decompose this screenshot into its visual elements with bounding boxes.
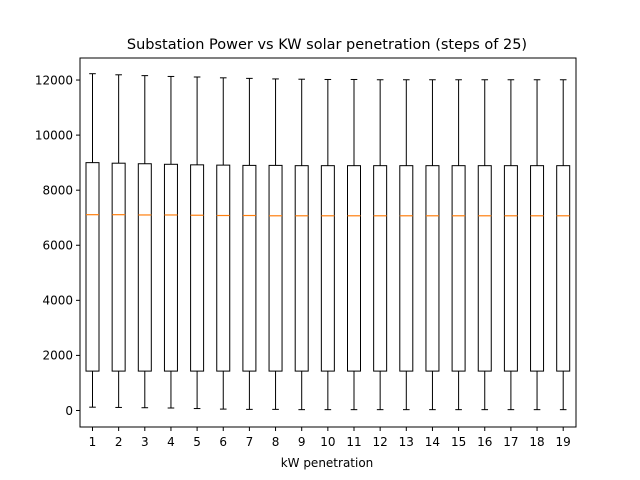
plot-area — [85, 73, 571, 411]
x-tick-label: 17 — [503, 435, 518, 449]
box-group-18 — [530, 79, 545, 411]
x-tick-label: 1 — [89, 435, 97, 449]
x-tick-label: 9 — [298, 435, 306, 449]
box-iqr — [373, 165, 388, 372]
x-tick-label: 14 — [425, 435, 440, 449]
box-group-12 — [373, 79, 388, 411]
y-tick-label: 2000 — [42, 349, 73, 363]
box-iqr — [242, 164, 257, 372]
box-group-5 — [190, 76, 205, 410]
x-axis: 1 2 3 4 5 6 7 8 9 10 11 12 13 14 15 16 17 18 19 — [89, 427, 571, 449]
x-tick-label: 8 — [272, 435, 280, 449]
box-iqr — [477, 165, 492, 372]
box-iqr — [294, 165, 309, 372]
box-iqr — [530, 165, 545, 372]
box-iqr — [163, 163, 178, 372]
chart-title: Substation Power vs KW solar penetration… — [127, 37, 527, 53]
box-group-8 — [268, 78, 283, 410]
x-tick-label: 5 — [193, 435, 201, 449]
x-tick-label: 7 — [246, 435, 254, 449]
y-tick-label: 12000 — [35, 73, 73, 87]
box-iqr — [399, 165, 414, 372]
x-tick-label: 15 — [451, 435, 466, 449]
y-tick-label: 6000 — [42, 239, 73, 253]
box-iqr — [216, 164, 231, 372]
y-tick-label: 8000 — [42, 183, 73, 197]
x-tick-label: 4 — [167, 435, 175, 449]
y-axis: 0 2000 4000 6000 8000 10000 12000 — [35, 73, 80, 418]
box-group-19 — [556, 79, 571, 411]
box-iqr — [85, 162, 100, 372]
box-group-10 — [320, 78, 335, 411]
box-group-4 — [163, 75, 178, 409]
x-tick-label: 2 — [115, 435, 123, 449]
x-tick-label: 6 — [219, 435, 227, 449]
y-tick-label: 0 — [65, 404, 73, 418]
box-group-13 — [399, 79, 414, 411]
x-tick-label: 16 — [477, 435, 492, 449]
box-group-7 — [242, 77, 257, 410]
box-iqr — [556, 165, 571, 372]
box-iqr — [190, 164, 205, 372]
box-iqr — [137, 163, 152, 372]
x-tick-label: 3 — [141, 435, 149, 449]
box-group-14 — [425, 79, 440, 411]
y-tick-label: 10000 — [35, 128, 73, 142]
box-group-16 — [477, 79, 492, 411]
box-iqr — [347, 165, 361, 372]
x-tick-label: 10 — [320, 435, 335, 449]
box-iqr — [451, 165, 466, 372]
box-group-9 — [294, 78, 309, 411]
box-group-6 — [216, 77, 231, 410]
x-axis-label: kW penetration — [281, 456, 374, 470]
x-tick-label: 13 — [399, 435, 414, 449]
x-tick-label: 11 — [346, 435, 361, 449]
box-group-15 — [451, 79, 466, 411]
box-group-3 — [137, 75, 152, 409]
box-iqr — [268, 164, 283, 372]
box-iqr — [320, 165, 335, 372]
box-iqr — [111, 162, 126, 372]
box-group-11 — [347, 78, 361, 411]
box-iqr — [425, 165, 440, 372]
x-tick-label: 18 — [529, 435, 544, 449]
box-group-2 — [111, 74, 126, 408]
x-tick-label: 19 — [556, 435, 571, 449]
box-iqr — [503, 165, 518, 372]
y-tick-label: 4000 — [42, 294, 73, 308]
box-group-1 — [85, 73, 100, 408]
box-group-17 — [503, 79, 518, 411]
x-tick-label: 12 — [373, 435, 388, 449]
